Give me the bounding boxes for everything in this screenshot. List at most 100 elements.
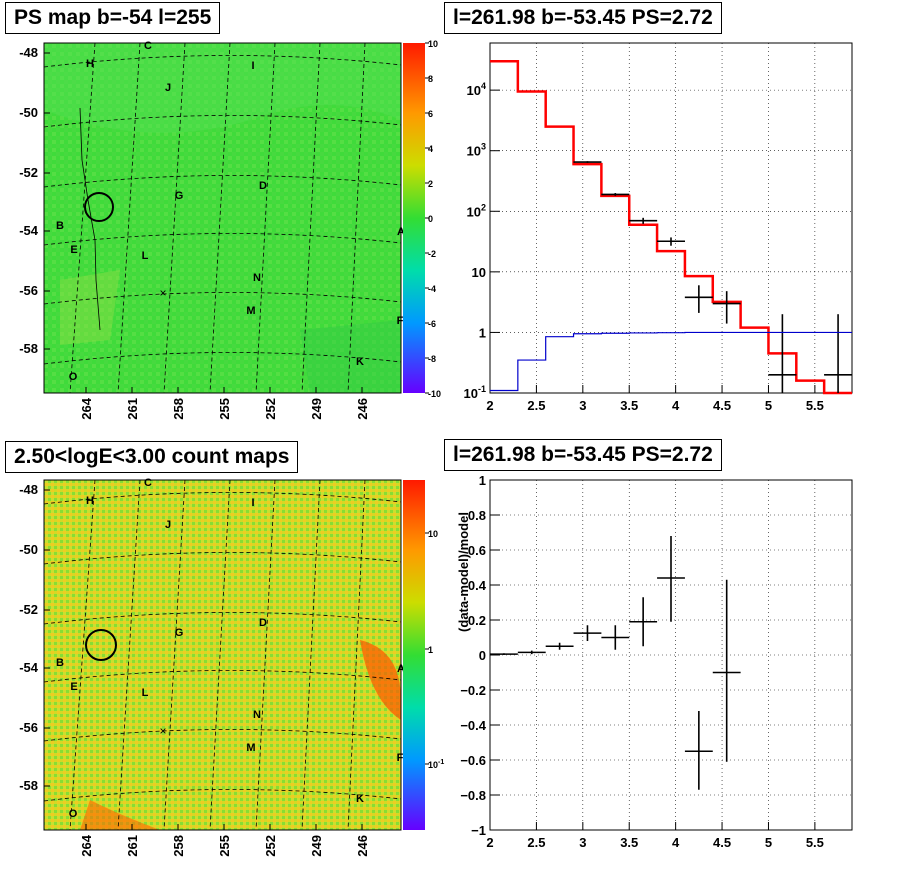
lon-tick-label: 252 [263,835,278,857]
x-tick-label: 2 [486,835,493,850]
map-source-label: N [253,272,261,284]
colorbar-bottom [403,480,425,830]
y-tick-label: 104 [467,81,486,98]
map-source-label: K [356,793,364,805]
colorbar-top [403,43,425,393]
spectrum-title: l=261.98 b=-53.45 PS=2.72 [444,2,722,34]
colorbar-tick-label: -6 [428,319,436,329]
y-tick-label: 0.6 [468,543,486,558]
spectrum-frame [489,42,853,394]
residual-plot: 2 2.5 3 3.5 4 4.5 5 5.5 1 0.8 0.6 0.4 0.2 0 −0.2 −0.4 −0… [456,473,853,850]
data-point [684,285,713,313]
map-top-title: PS map b=-54 l=255 [5,2,221,34]
residual-point [629,597,658,647]
x-tick-label: 4.5 [713,835,731,850]
residual-title: l=261.98 b=-53.45 PS=2.72 [444,439,722,471]
lat-tick-label: -48 [19,45,38,60]
map-bottom-title: 2.50<logE<3.00 count maps [5,441,299,473]
map-source-label: F [397,315,404,327]
residual-point [573,625,602,641]
data-point [768,314,797,393]
map-source-label: F [397,752,404,764]
lon-tick-label: 249 [309,398,324,420]
lat-tick-label: -50 [19,542,38,557]
y-tick-label: 0.2 [468,613,486,628]
residual-point [657,536,685,622]
data-point [573,161,602,163]
x-tick-label: 5.5 [806,398,824,413]
y-tick-label: −0.2 [460,683,486,698]
colorbar-tick-label: -10 [428,389,441,399]
ps-target-circle [84,192,114,222]
lon-tick-label: 264 [79,397,94,419]
data-point [712,291,741,324]
lat-tick-label: -56 [19,283,38,298]
x-tick-label: 4.5 [713,398,731,413]
map-source-label: E [70,681,77,693]
lon-tick-label: 264 [79,834,94,856]
lat-tick-label: -58 [19,341,38,356]
lon-tick-label: 252 [263,398,278,420]
cross-marker-icon: × [159,286,166,300]
x-tick-label: 5 [765,398,772,413]
colorbar-tick-label: 6 [428,109,433,119]
colorbar-tick-label: 10-1 [428,759,444,770]
map-source-label: K [356,356,364,368]
lat-tick-label: -52 [19,165,38,180]
y-tick-label: 10 [472,265,486,280]
ps-target-circle-count [85,629,117,661]
x-tick-label: 4 [672,835,680,850]
residual-point [545,642,574,650]
lat-tick-label: -52 [19,602,38,617]
cross-marker-icon: × [159,724,166,738]
background-model-line [490,331,852,392]
model-histogram-line [490,59,852,395]
map-source-label: M [246,742,255,754]
colorbar-tick-label: -4 [428,284,436,294]
x-tick-label: 4 [672,398,680,413]
map-source-label: H [86,495,94,507]
colorbar-tick-label: 10 [428,529,438,539]
y-tick-label: 1 [479,473,486,488]
y-tick-label: 0 [479,648,486,663]
data-point [824,314,853,393]
colorbar-tick-label: 4 [428,144,433,154]
map-source-label: B [56,220,64,232]
lat-tick-label: -48 [19,482,38,497]
x-tick-label: 3 [579,398,586,413]
residual-point [517,650,546,655]
x-tick-label: 3.5 [620,835,638,850]
residual-point [712,579,741,762]
y-tick-label: 102 [467,202,486,219]
map-source-label: I [251,60,254,72]
residual-point [490,653,518,655]
y-axis-label: (data-model)/model [456,512,471,632]
map-source-label: D [259,617,267,629]
x-tick-label: 2 [486,398,493,413]
map-source-label: E [70,244,77,256]
map-source-label: O [69,808,78,820]
map-source-label: C [144,40,152,52]
colorbar-tick-label: -8 [428,354,436,364]
lon-tick-label: 246 [355,835,370,857]
map-source-label: O [69,371,78,383]
lat-tick-label: -50 [19,105,38,120]
data-point [601,193,630,196]
x-tick-label: 2.5 [527,398,545,413]
y-tick-label: −0.4 [460,718,486,733]
colorbar-tick-label: 10 [428,39,438,49]
map-source-label: L [142,250,149,262]
residual-point [684,711,713,790]
map-source-label: L [142,687,149,699]
x-tick-label: 5.5 [806,835,824,850]
lat-tick-label: -54 [19,223,39,238]
x-tick-label: 2.5 [527,835,545,850]
lon-tick-label: 258 [171,398,186,420]
lon-tick-label: 261 [125,398,140,420]
x-tick-label: 3 [579,835,586,850]
map-source-label: I [251,497,254,509]
map-source-label: G [175,627,184,639]
